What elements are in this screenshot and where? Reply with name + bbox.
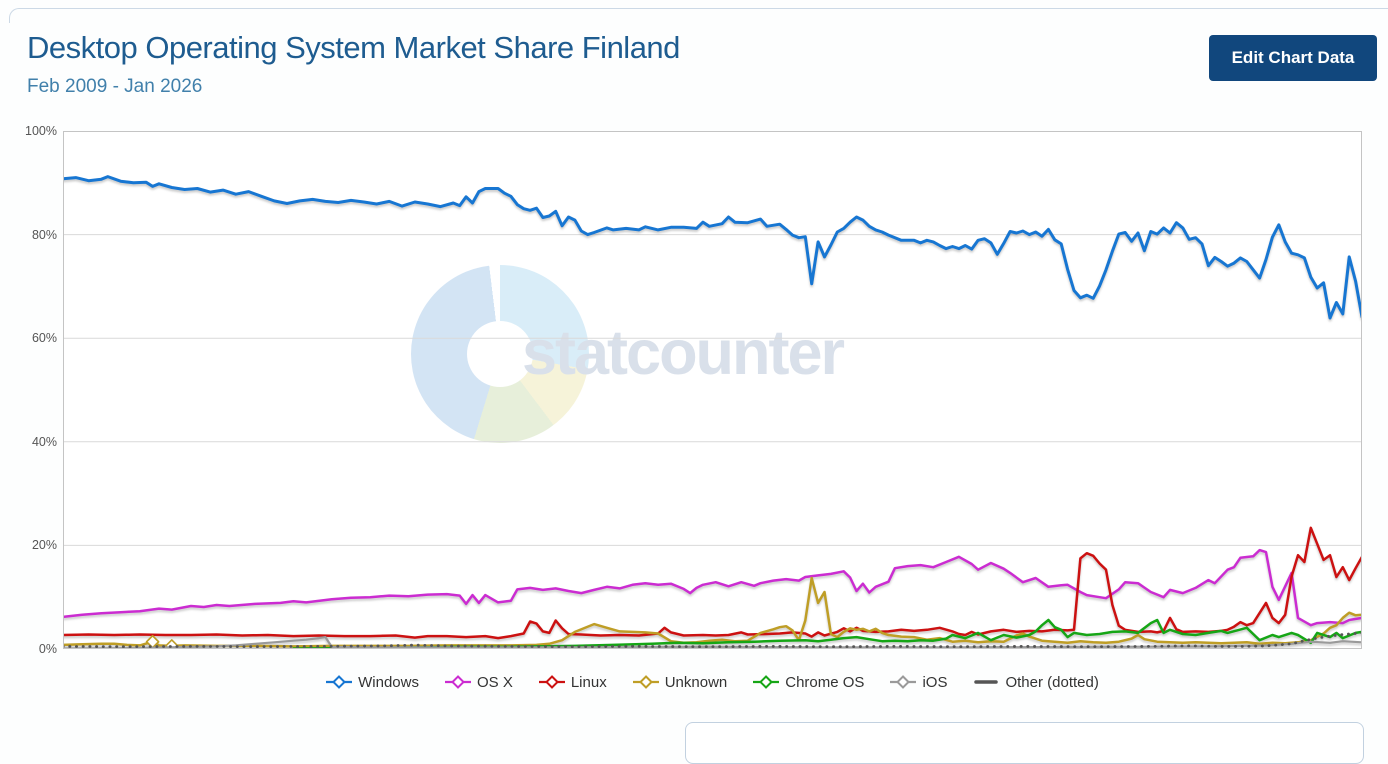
legend-item-osx[interactable]: OS X	[444, 673, 513, 691]
date-range-subtitle: Feb 2009 - Jan 2026	[27, 76, 203, 97]
legend-item-unknown[interactable]: Unknown	[632, 673, 728, 691]
y-tick-label: 60%	[31, 331, 57, 346]
series-line-osx	[63, 548, 1362, 627]
statcounter-logo-hole	[467, 321, 533, 387]
osx-legend-marker-icon	[444, 675, 471, 689]
linux-legend-marker-icon	[538, 675, 565, 689]
series-line-unknown	[63, 576, 1362, 648]
page-title: Desktop Operating System Market Share Fi…	[27, 30, 680, 65]
y-tick-label: 100%	[25, 124, 57, 138]
legend-label: iOS	[922, 673, 948, 691]
legend-label: Unknown	[664, 673, 728, 691]
statcounter-watermark-text: statcounter	[522, 318, 845, 388]
ios-legend-marker-icon	[890, 675, 917, 689]
y-tick-label: 40%	[31, 434, 57, 449]
chart-legend: Windows OS X Linux Unknown Chrome OS iOS Other…	[63, 668, 1362, 696]
series-line-windows	[63, 175, 1362, 320]
bottom-panel[interactable]	[685, 722, 1364, 764]
y-tick-label: 20%	[31, 538, 57, 553]
series-line-ios	[63, 636, 1362, 649]
legend-item-linux[interactable]: Linux	[538, 673, 607, 691]
y-tick-label: 0%	[38, 642, 57, 656]
edit-chart-data-button[interactable]: Edit Chart Data	[1209, 35, 1377, 81]
legend-label: Windows	[358, 673, 419, 691]
other-legend-marker-icon	[974, 680, 999, 684]
legend-label: Other (dotted)	[1005, 673, 1099, 691]
chart-svg	[63, 131, 1362, 649]
legend-item-other[interactable]: Other (dotted)	[973, 673, 1099, 691]
chromeos-legend-marker-icon	[753, 675, 780, 689]
unknown-legend-marker-icon	[632, 675, 659, 689]
legend-item-windows[interactable]: Windows	[326, 674, 419, 691]
series-line-linux	[63, 526, 1362, 640]
legend-label: Chrome OS	[785, 673, 865, 691]
card-top-border	[9, 8, 1388, 23]
legend-label: Linux	[570, 673, 607, 691]
statcounter-logo-watermark	[411, 265, 589, 443]
legend-item-chromeos[interactable]: Chrome OS	[753, 674, 864, 691]
series-line-chromeos	[292, 618, 1362, 649]
windows-legend-marker-icon	[326, 675, 353, 689]
y-tick-label: 80%	[31, 227, 57, 242]
plot-area[interactable]: statcounter	[63, 131, 1362, 649]
legend-label: OS X	[476, 673, 513, 691]
legend-item-ios[interactable]: iOS	[890, 674, 947, 691]
